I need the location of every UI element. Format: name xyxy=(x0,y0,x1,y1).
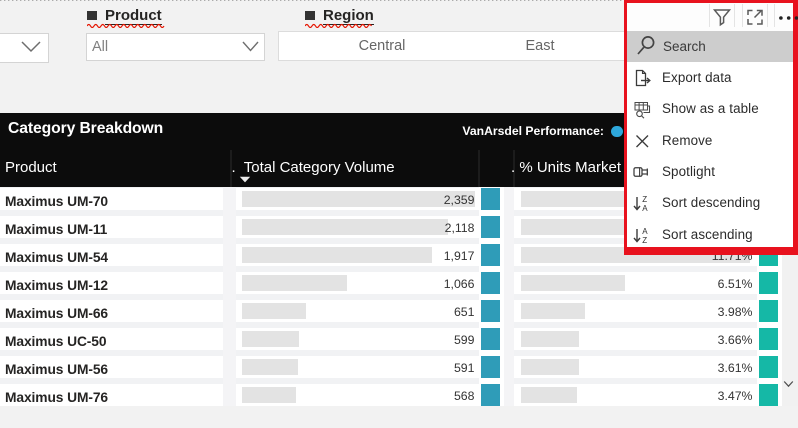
svg-text:A: A xyxy=(642,204,648,213)
svg-text:Z: Z xyxy=(642,236,647,245)
svg-text:Z: Z xyxy=(642,195,647,204)
svg-text:A: A xyxy=(642,227,648,236)
